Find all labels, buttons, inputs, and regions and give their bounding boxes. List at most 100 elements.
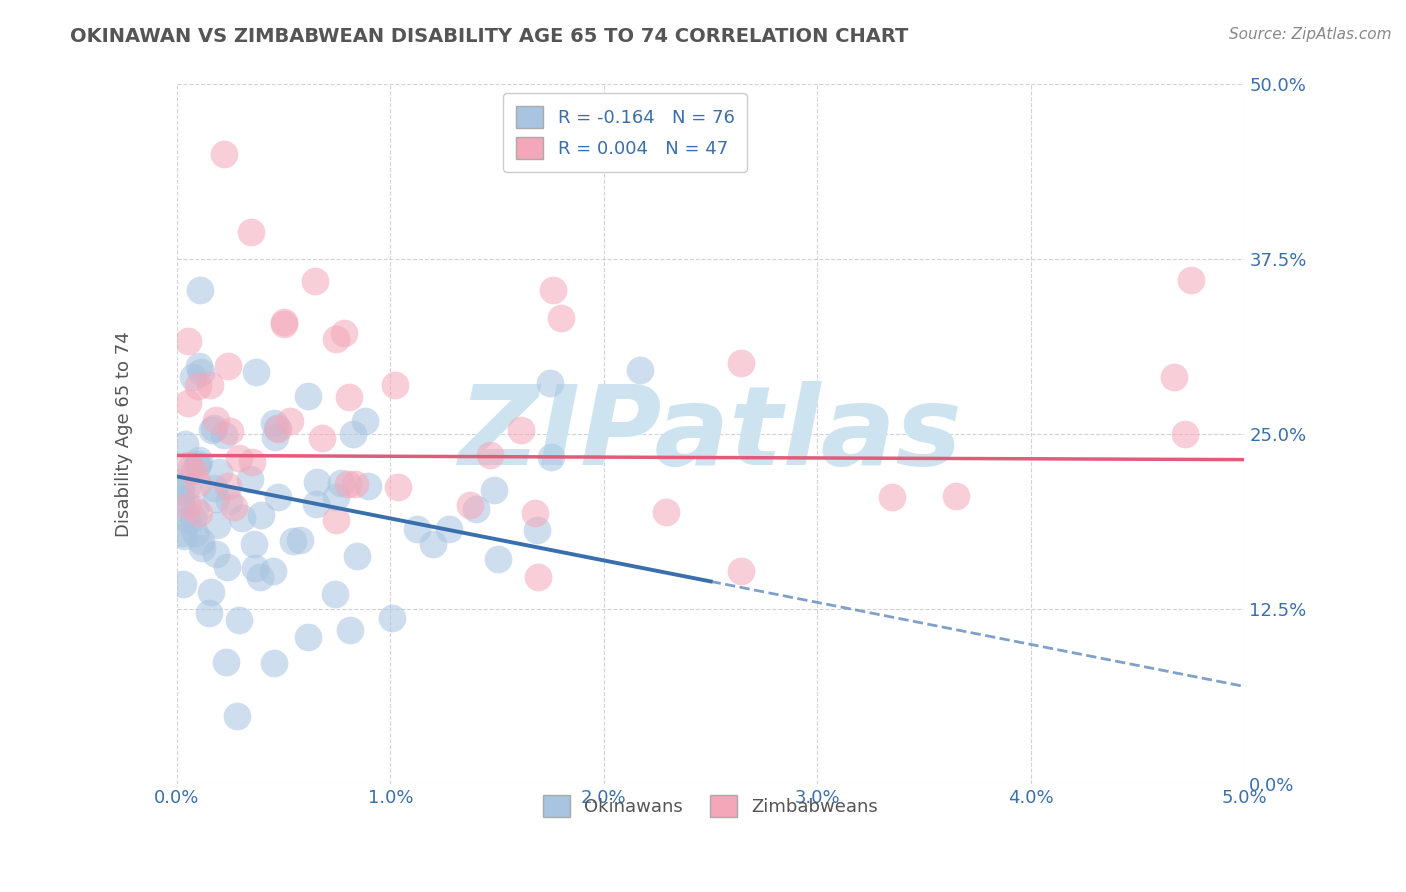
Point <box>214 655 236 669</box>
Point <box>208 465 231 479</box>
Point <box>266 421 288 435</box>
Point <box>538 376 561 391</box>
Text: OKINAWAN VS ZIMBABWEAN DISABILITY AGE 65 TO 74 CORRELATION CHART: OKINAWAN VS ZIMBABWEAN DISABILITY AGE 65… <box>70 27 908 45</box>
Point <box>325 513 347 527</box>
Point <box>217 359 239 373</box>
Point <box>212 428 235 442</box>
Point <box>174 436 197 450</box>
Point <box>1163 370 1185 384</box>
Point <box>526 523 548 537</box>
Point <box>267 422 290 436</box>
Point <box>170 484 193 499</box>
Point <box>187 359 209 374</box>
Point <box>339 390 361 404</box>
Point <box>730 564 752 578</box>
Point <box>465 501 488 516</box>
Point <box>181 370 204 384</box>
Point <box>228 614 250 628</box>
Point <box>187 457 209 471</box>
Point <box>654 505 676 519</box>
Point <box>176 334 198 348</box>
Point <box>173 529 195 543</box>
Point <box>337 477 360 491</box>
Point <box>510 423 533 437</box>
Point <box>325 332 347 346</box>
Point <box>437 522 460 536</box>
Point <box>202 421 225 435</box>
Point <box>181 511 204 525</box>
Point <box>356 479 378 493</box>
Point <box>288 533 311 547</box>
Point <box>1180 273 1202 287</box>
Text: Source: ZipAtlas.com: Source: ZipAtlas.com <box>1229 27 1392 42</box>
Point <box>176 499 198 513</box>
Point <box>381 611 404 625</box>
Point <box>273 315 295 329</box>
Point <box>273 317 295 331</box>
Point <box>387 480 409 494</box>
Point <box>228 451 250 466</box>
Point <box>250 508 273 523</box>
Point <box>170 526 193 541</box>
Point <box>243 537 266 551</box>
Point <box>170 491 193 505</box>
Point <box>325 491 347 505</box>
Point <box>406 522 429 536</box>
Point <box>262 564 284 578</box>
Point <box>198 606 221 620</box>
Point <box>263 416 285 430</box>
Point <box>479 448 502 462</box>
Point <box>224 500 246 514</box>
Point <box>354 414 377 428</box>
Point <box>215 560 238 574</box>
Point <box>205 517 228 532</box>
Point <box>177 513 200 527</box>
Point <box>311 431 333 445</box>
Point <box>184 501 207 516</box>
Point <box>218 493 240 508</box>
Point <box>187 453 209 467</box>
Point <box>281 534 304 549</box>
Point <box>278 414 301 428</box>
Point <box>183 464 205 478</box>
Text: Disability Age 65 to 74: Disability Age 65 to 74 <box>114 332 132 537</box>
Point <box>540 450 562 464</box>
Point <box>307 475 329 489</box>
Point <box>550 311 572 326</box>
Point <box>170 476 193 491</box>
Point <box>204 547 226 561</box>
Point <box>176 458 198 473</box>
Point <box>264 429 287 443</box>
Point <box>188 283 211 297</box>
Point <box>330 475 353 490</box>
Point <box>180 461 202 475</box>
Point <box>297 630 319 644</box>
Point <box>176 480 198 494</box>
Point <box>187 476 209 491</box>
Point <box>384 378 406 392</box>
Point <box>267 490 290 504</box>
Legend: Okinawans, Zimbabweans: Okinawans, Zimbabweans <box>536 788 886 824</box>
Point <box>527 570 550 584</box>
Point <box>304 274 326 288</box>
Point <box>332 326 354 340</box>
Point <box>323 587 346 601</box>
Point <box>524 506 547 520</box>
Point <box>186 459 208 474</box>
Text: ZIPatlas: ZIPatlas <box>458 381 963 488</box>
Point <box>176 396 198 410</box>
Point <box>486 551 509 566</box>
Point <box>263 656 285 670</box>
Point <box>297 389 319 403</box>
Point <box>240 455 263 469</box>
Point <box>217 479 239 493</box>
Point <box>201 423 224 437</box>
Point <box>191 541 214 555</box>
Point <box>249 570 271 584</box>
Point <box>198 377 221 392</box>
Point <box>231 510 253 524</box>
Point <box>190 365 212 379</box>
Point <box>200 585 222 599</box>
Point <box>187 379 209 393</box>
Point <box>1174 427 1197 442</box>
